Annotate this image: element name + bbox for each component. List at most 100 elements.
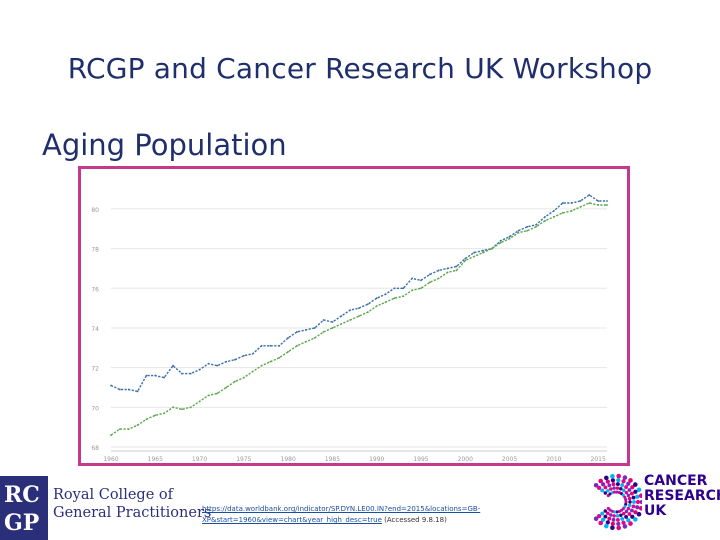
- cruk-dot: [596, 513, 602, 519]
- data-point: [393, 297, 396, 300]
- cruk-dot: [633, 489, 638, 494]
- cruk-dot: [626, 518, 631, 523]
- data-point: [552, 215, 555, 218]
- data-point: [606, 204, 608, 206]
- x-tick-label: 2005: [502, 456, 517, 463]
- cruk-dot: [611, 482, 616, 487]
- data-point: [464, 259, 467, 262]
- y-tick-label: 78: [91, 247, 99, 254]
- data-point: [473, 251, 476, 254]
- cruk-line1: CANCER: [644, 473, 708, 489]
- data-point: [180, 372, 183, 375]
- cruk-dot: [620, 516, 625, 521]
- cruk-dot: [627, 503, 632, 508]
- cruk-dot: [626, 493, 631, 498]
- cruk-dot: [603, 485, 608, 490]
- data-point: [234, 380, 236, 383]
- data-point: [420, 279, 422, 282]
- cruk-dot: [615, 486, 620, 490]
- cruk-dot: [622, 488, 626, 493]
- data-point: [136, 390, 139, 393]
- cruk-dot: [633, 510, 638, 515]
- rcgp-logo-box: RC GP: [0, 476, 48, 540]
- data-point: [180, 408, 183, 411]
- chart-frame: 68 70 72 74 76 78 80 1960 1965 1970 1975 1980 1985 19…: [78, 166, 630, 466]
- data-point: [349, 309, 352, 312]
- source-citation: https://data.worldbank.org/indicator/SP.…: [202, 504, 502, 526]
- cruk-dot: [596, 485, 602, 491]
- cruk-dot: [606, 511, 610, 516]
- data-point: [490, 247, 493, 250]
- cruk-dot: [606, 488, 610, 493]
- data-point: [437, 277, 440, 280]
- cruk-dot: [611, 517, 616, 522]
- cruk-dot: [616, 525, 621, 531]
- cruk-dot: [638, 493, 644, 498]
- cruk-dot: [613, 490, 617, 494]
- data-point: [216, 364, 219, 367]
- cruk-logo-text: CANCER RESEARCH UK: [644, 474, 720, 519]
- cruk-dot: [639, 499, 645, 505]
- cruk-dot: [609, 513, 613, 517]
- cruk-dot: [619, 513, 623, 517]
- data-point: [517, 229, 520, 232]
- x-tick-label: 1980: [281, 456, 296, 463]
- data-point: [464, 257, 467, 260]
- x-tick-label: 1960: [103, 456, 118, 463]
- cruk-dot: [624, 500, 628, 504]
- cruk-dot: [628, 521, 633, 526]
- data-point: [172, 406, 174, 409]
- cruk-dot: [635, 505, 640, 510]
- cruk-dot: [629, 508, 634, 513]
- cruk-dot: [635, 494, 640, 499]
- cruk-dot: [630, 485, 635, 490]
- data-point: [499, 239, 502, 242]
- data-point: [340, 323, 343, 325]
- data-point: [588, 202, 591, 204]
- cruk-dot: [624, 509, 629, 514]
- slide-subtitle: Aging Population: [42, 128, 287, 162]
- cruk-dot: [615, 490, 619, 494]
- cruk-dot: [620, 483, 625, 488]
- cruk-dot: [593, 516, 599, 521]
- data-point: [287, 336, 290, 339]
- cruk-dot: [633, 482, 638, 487]
- cruk-line3: UK: [644, 503, 667, 519]
- data-point: [296, 344, 298, 347]
- cruk-dot: [619, 487, 623, 491]
- source-link[interactable]: https://data.worldbank.org/indicator/SP.…: [202, 505, 481, 524]
- cruk-dot: [605, 520, 610, 525]
- data-point: [242, 354, 245, 357]
- data-point: [313, 336, 316, 339]
- cruk-dot: [605, 479, 610, 484]
- cruk-dot: [617, 509, 621, 513]
- cruk-dot: [627, 496, 632, 501]
- data-point: [260, 344, 263, 347]
- data-point: [473, 255, 476, 258]
- cruk-dot: [636, 511, 642, 517]
- data-point: [579, 200, 582, 202]
- cruk-dot: [631, 495, 636, 500]
- cruk-dot: [615, 517, 620, 522]
- data-point: [163, 412, 166, 415]
- data-point: [561, 202, 564, 204]
- data-point: [136, 424, 139, 427]
- cruk-dot: [624, 490, 629, 495]
- x-tick-label: 1970: [192, 456, 207, 463]
- data-point: [331, 327, 334, 329]
- data-point: [597, 200, 600, 202]
- data-point: [428, 273, 431, 276]
- rcgp-logo-letters-top: RC: [4, 482, 40, 508]
- data-point: [110, 384, 112, 387]
- cruk-dot: [612, 514, 616, 518]
- x-tick-label: 1990: [369, 456, 384, 463]
- cruk-dot: [622, 511, 626, 516]
- data-point: [375, 297, 378, 300]
- data-point: [110, 434, 112, 436]
- cruk-dot: [629, 491, 634, 496]
- rcgp-logo-text: Royal College of General Practitioners: [53, 486, 211, 522]
- data-point: [455, 265, 458, 268]
- rcgp-logo-letters-bottom: GP: [4, 510, 40, 536]
- cruk-dot: [628, 478, 633, 483]
- cruk-dot: [627, 512, 632, 516]
